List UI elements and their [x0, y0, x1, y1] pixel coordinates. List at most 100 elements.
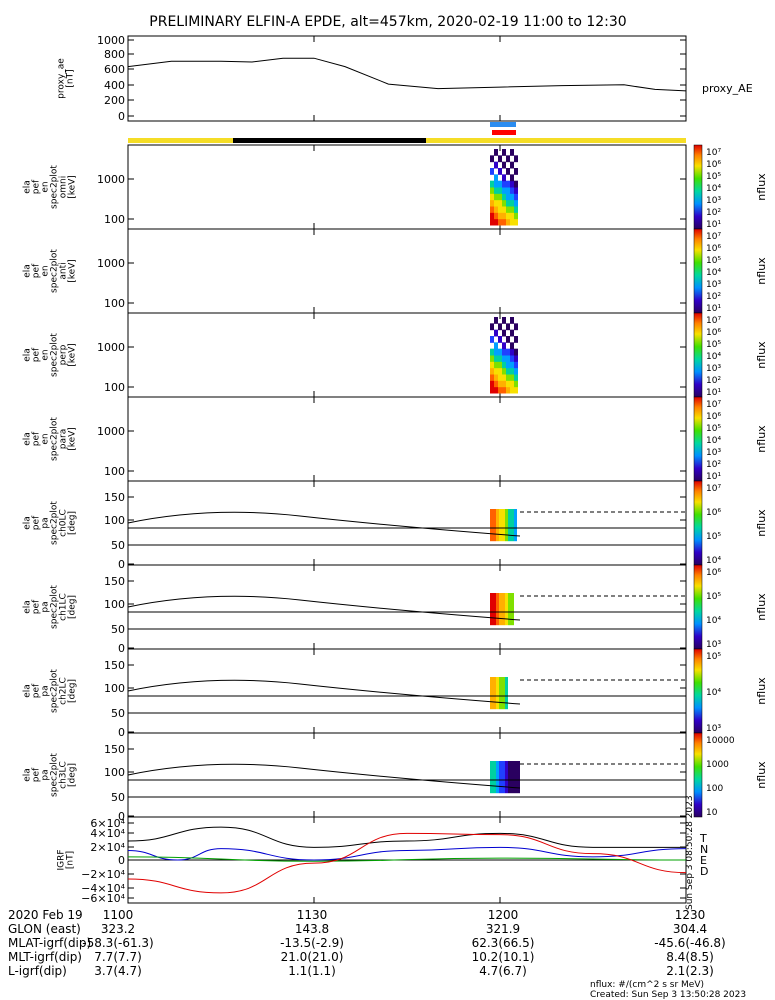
ylabel-line: en [41, 265, 51, 276]
colorbar-tick-label: 10⁷ [706, 316, 721, 326]
pa-cell [499, 517, 502, 522]
colorbar-tick-label: 10⁶ [706, 244, 721, 254]
pa-cell [496, 513, 499, 518]
loss-cone-lines-0 [127, 511, 686, 546]
spectrogram-cell [506, 155, 510, 163]
igrf-legend-D: D [700, 865, 708, 878]
pa-cell [490, 609, 493, 614]
spectrogram-cell [510, 317, 514, 324]
pa-spectrogram-ch3 [490, 761, 520, 794]
spectrogram-cell [490, 187, 494, 194]
spectrogram-cell [494, 174, 498, 182]
colorbar-tick-label: 10⁷ [706, 484, 721, 494]
spectrogram-cell [490, 348, 494, 356]
pa-cell [502, 765, 505, 770]
pa-spectrogram-ch2 [490, 677, 508, 710]
pa-cell [502, 761, 505, 766]
spectrogram-cell [510, 193, 514, 201]
colorbar-7: 10000 1000 100 10 [693, 732, 735, 818]
ylabel-line: spec2plot [50, 501, 60, 545]
spectrogram-cell [510, 348, 514, 356]
spectrogram-cell [494, 161, 498, 169]
spectrogram-cell [514, 218, 518, 226]
pa-cell [517, 785, 520, 790]
spectrogram-cell [506, 206, 510, 213]
colorbar-tick-label: 10⁶ [706, 568, 721, 578]
spectrogram-cell [506, 212, 510, 220]
pa-cell [502, 613, 505, 618]
colorbar-tick-label: 10³ [706, 640, 721, 650]
ylabel-line: para [59, 429, 69, 449]
loss-cone-curve [127, 595, 521, 621]
spectrogram-cell [506, 348, 510, 356]
spectrogram-cell [514, 155, 518, 163]
pa-cell [496, 777, 499, 782]
science-zone-red [492, 130, 516, 135]
pa-spectrogram-ch0 [490, 509, 517, 542]
pa-cell [502, 689, 505, 694]
pa-cell [502, 601, 505, 606]
pa-cell [505, 509, 508, 514]
spectrogram-cell [514, 367, 518, 375]
pa-cell [490, 697, 493, 702]
pa-cell [511, 765, 514, 770]
colorbar-tick-label: 10³ [706, 724, 721, 734]
spectrogram-cell [490, 155, 494, 163]
spectrogram-cell [490, 386, 494, 394]
panel-omni: 1000 100 ela pef en spec2plot omni [keV] nflux [23, 144, 768, 230]
pa-cell [514, 785, 517, 790]
pa-cell [499, 689, 502, 694]
spectrogram-cell [494, 199, 498, 207]
ylabel-line: ela [23, 768, 33, 782]
spectrogram-cell [502, 348, 506, 356]
pa-cell [490, 773, 493, 778]
created-stamp: Created: Sun Sep 3 13:50:28 2023 [590, 990, 747, 1000]
pa-cell [496, 537, 499, 542]
spectrogram-cell [490, 355, 494, 362]
pa-cell [502, 769, 505, 774]
spectrogram-cell [490, 367, 494, 375]
spectrogram-cell [502, 206, 506, 213]
pa-cell [490, 677, 493, 682]
pa-cell [499, 621, 502, 626]
ylabel-line: ela [23, 180, 33, 194]
pa-cell [499, 789, 502, 794]
footer-value: 21.0(21.0) [280, 950, 344, 964]
science-zone-blue [490, 122, 516, 127]
pa-cell [511, 593, 514, 598]
pa-spectrogram-ch1 [490, 593, 514, 626]
pa-cell [496, 529, 499, 534]
panel-frame-omni [127, 144, 687, 230]
pa-cell [499, 509, 502, 514]
igrf-legend-T: T [699, 832, 707, 845]
spectrogram-cell [514, 380, 518, 388]
colorbar-tick-label: 10¹ [706, 472, 721, 482]
colorbar-tick-label: 100 [706, 784, 723, 794]
footer-value: 1100 [102, 908, 134, 922]
pa-cell [502, 773, 505, 778]
pa-cell [496, 609, 499, 614]
ytick-label: 0 [118, 558, 125, 571]
ylabel-line: [keV] [68, 259, 78, 283]
units-note: nflux: #/(cm^2 s sr MeV) [590, 980, 704, 990]
pa-cell [490, 781, 493, 786]
spectrogram-cell [514, 199, 518, 207]
pa-cell [493, 517, 496, 522]
pa-cell [490, 517, 493, 522]
spectrogram-cell [506, 199, 510, 207]
ylabel-line: spec2plot [50, 669, 60, 713]
panel-frame-anti [127, 228, 687, 314]
igrf-line-N [127, 846, 687, 861]
ytick-label: −4×10⁴ [81, 882, 125, 895]
pa-cell [508, 513, 511, 518]
igrf-line-T [127, 826, 686, 848]
colorbar-tick-label: 10² [706, 292, 721, 302]
loss-cone-curve [127, 511, 521, 537]
pa-cell [505, 677, 508, 682]
colorbar-tick-label: 1000 [706, 760, 729, 770]
pa-cell [499, 521, 502, 526]
spectrogram-cell [498, 180, 502, 188]
pa-cell [514, 537, 517, 542]
pa-cell [493, 509, 496, 514]
ylabel-line: pef [32, 683, 42, 698]
